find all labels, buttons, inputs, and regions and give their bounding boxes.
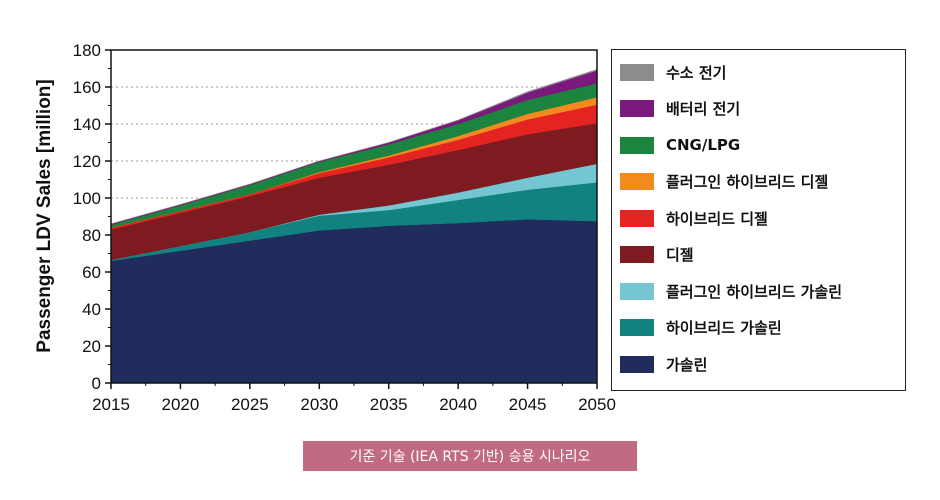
legend-swatch [620,282,654,300]
x-tick-label: 2050 [578,395,616,414]
legend-label: 플러그인 하이브리드 가솔린 [666,282,843,301]
legend-item: 하이브리드 가솔린 [620,316,782,340]
y-tick-label: 80 [82,226,101,245]
y-tick-label: 140 [73,115,101,134]
y-tick-label: 60 [82,263,101,282]
x-tick-label: 2020 [162,395,200,414]
x-tick-label: 2030 [300,395,338,414]
legend-swatch [620,136,654,154]
y-tick-label: 0 [92,374,101,393]
legend-swatch [620,246,654,263]
y-tick-label: 160 [73,78,101,97]
legend-swatch [620,209,654,227]
caption-badge: 기준 기술 (IEA RTS 기반) 승용 시나리오 [303,441,637,471]
x-tick-label: 2035 [370,395,408,414]
legend-swatch [620,319,654,336]
legend-label: 배터리 전기 [666,100,741,118]
legend-label: 하이브리드 가솔린 [666,319,782,337]
legend-swatch [620,100,654,117]
x-tick-label: 2015 [92,395,130,414]
legend-item: CNG/LPG [620,133,740,157]
x-tick-label: 2025 [231,395,269,414]
legend-swatch [620,355,654,373]
x-tick-label: 2045 [509,395,547,414]
legend-item: 플러그인 하이브리드 디젤 [620,170,828,194]
legend-label: 가솔린 [666,355,708,374]
y-tick-label: 100 [73,189,101,208]
y-axis-title: Passenger LDV Sales [million] [34,79,55,352]
legend-item: 배터리 전기 [620,97,740,121]
legend-label: 하이브리드 디젤 [666,209,768,228]
legend-label: 플러그인 하이브리드 디젤 [666,173,829,191]
legend-label: CNG/LPG [666,136,741,154]
y-tick-label: 40 [82,300,101,319]
y-tick-label: 20 [82,337,101,356]
y-tick-label: 180 [73,41,101,60]
legend-label: 수소 전기 [666,63,727,82]
legend-item: 하이브리드 디젤 [620,206,768,230]
area-series [110,69,598,384]
legend-swatch [620,173,654,190]
x-tick-label: 2040 [439,395,477,414]
legend-item: 디젤 [620,243,694,267]
legend-item: 플러그인 하이브리드 가솔린 [620,279,842,303]
legend-item: 가솔린 [620,352,707,376]
legend-item: 수소 전기 [620,60,726,84]
caption-text: 기준 기술 (IEA RTS 기반) 승용 시나리오 [349,449,591,465]
y-tick-label: 120 [73,152,101,171]
legend-label: 디젤 [666,246,694,264]
legend-swatch [620,63,654,81]
